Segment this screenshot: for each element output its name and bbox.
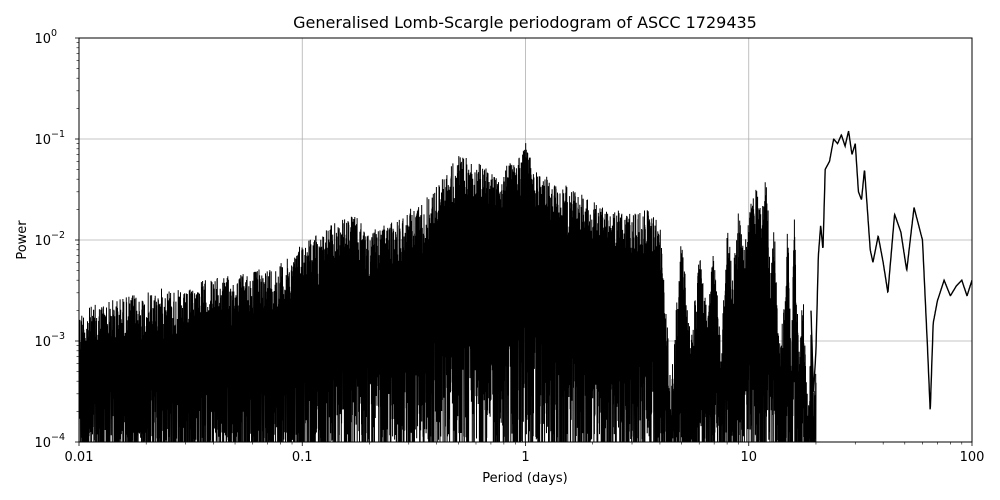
chart-title: Generalised Lomb-Scargle periodogram of … <box>293 13 757 32</box>
x-tick-label: 0.01 <box>65 450 94 465</box>
x-tick-label: 100 <box>960 450 985 465</box>
y-tick-label-base: 10 <box>34 436 51 451</box>
x-tick-label: 10 <box>740 450 757 465</box>
y-tick-label-exponent: −4 <box>51 432 65 443</box>
x-tick-labels: 0.01 0.1 1 10 100 <box>65 450 985 465</box>
y-tick-label-exponent: −2 <box>51 230 65 241</box>
y-tick-label-base: 10 <box>34 32 51 47</box>
y-tick-label-base: 10 <box>34 133 51 148</box>
major-ticks <box>75 37 973 446</box>
periodogram-noise-line <box>79 143 817 442</box>
x-tick-label: 0.1 <box>292 450 313 465</box>
y-tick-label-exponent: −1 <box>51 129 65 140</box>
y-axis-label: Power <box>15 220 30 260</box>
x-tick-label: 1 <box>521 450 529 465</box>
y-tick-label-base: 10 <box>34 234 51 249</box>
y-tick-label-base: 10 <box>34 335 51 350</box>
y-tick-label-exponent: −3 <box>51 331 65 342</box>
periodogram-line <box>810 130 972 410</box>
y-tick-label-exponent: 0 <box>51 28 57 39</box>
x-axis-label: Period (days) <box>482 471 568 486</box>
plot-clip-group <box>79 130 972 442</box>
